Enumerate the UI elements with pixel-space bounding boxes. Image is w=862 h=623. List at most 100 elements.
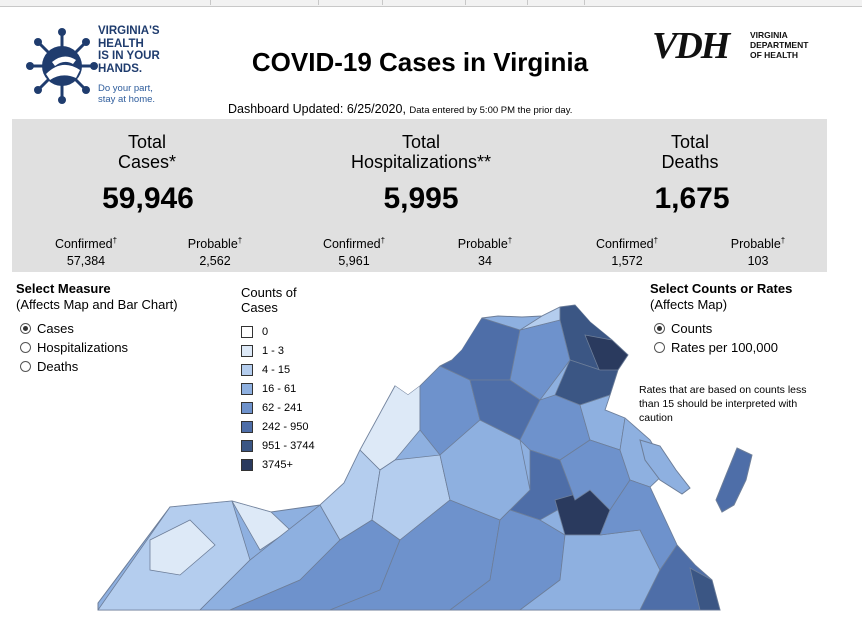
kpi-title-cases: Total Cases* [87, 132, 207, 172]
legend-swatch [241, 325, 253, 338]
probable-label: Probable† [170, 236, 260, 251]
kpi-value-cases: 59,946 [102, 182, 194, 215]
probable-value: 2,562 [199, 254, 231, 268]
legend-label: 16 - 61 [262, 382, 297, 395]
vdh-logo-text: VIRGINIA DEPARTMENT OF HEALTH [750, 30, 808, 60]
legend-item: 16 - 61 [241, 379, 315, 398]
tagline-line: stay at home. [98, 93, 156, 105]
dagger-mark: † [237, 236, 243, 245]
updated-note: Data entered by 5:00 PM the prior day. [409, 105, 573, 116]
legend-item: 1 - 3 [241, 341, 315, 360]
logo-line: HANDS. [98, 62, 143, 75]
confirmed-label: Confirmed† [36, 236, 136, 251]
kpi-title-line: Hospitalizations** [350, 152, 492, 172]
tab[interactable] [527, 0, 528, 5]
vdh-line: OF HEALTH [750, 50, 799, 60]
option-label: Deaths [37, 358, 79, 374]
option-label: Cases [37, 320, 74, 336]
radio-icon[interactable] [654, 342, 665, 353]
kpi-title-hospitalizations: Total Hospitalizations** [330, 132, 512, 172]
vdh-line: DEPARTMENT [750, 40, 809, 50]
legend-item: 62 - 241 [241, 398, 315, 417]
eastern-shore[interactable] [715, 447, 753, 513]
confirmed-value: 57,384 [66, 254, 106, 268]
legend-item: 3745+ [241, 455, 315, 474]
probable-value: 34 [478, 254, 492, 268]
rates-caution-note: Rates that are based on counts less than… [639, 384, 807, 424]
logo-line: IS IN YOUR [98, 50, 160, 62]
legend-swatch [241, 401, 253, 414]
radio-icon[interactable] [20, 361, 31, 372]
tab[interactable] [584, 0, 585, 5]
tab[interactable] [210, 0, 211, 5]
county-region[interactable] [584, 334, 629, 373]
dagger-mark: † [780, 236, 786, 245]
label-text: Confirmed [322, 237, 381, 252]
confirmed-value: 5,961 [338, 254, 370, 268]
measure-option-hospitalizations[interactable]: Hospitalizations [20, 338, 178, 357]
label-text: Probable [457, 237, 508, 252]
county-region[interactable] [439, 317, 521, 381]
dagger-mark: † [507, 236, 513, 245]
kpi-value-hospitalizations: 5,995 [383, 182, 459, 215]
legend-label: 1 - 3 [262, 344, 285, 357]
legend-title-line: Counts of [241, 285, 297, 300]
legend-label: 0 [262, 325, 269, 338]
kpi-title-line: Total [127, 132, 167, 152]
kpi-value-deaths: 1,675 [654, 182, 730, 215]
dagger-mark: † [653, 236, 659, 245]
radio-icon[interactable] [20, 342, 31, 353]
counts-subtitle: (Affects Map) [650, 297, 728, 312]
option-counts[interactable]: Counts [654, 319, 792, 338]
county-region[interactable] [149, 519, 216, 576]
measure-title: Select Measure [16, 281, 111, 296]
vdh-logo: VDH [652, 25, 730, 67]
virus-hands-logo-icon [26, 28, 98, 104]
legend-label: 242 - 950 [262, 420, 309, 433]
select-measure: Select Measure (Affects Map and Bar Char… [16, 281, 178, 376]
legend-title-line: Cases [241, 300, 278, 315]
county-region[interactable] [689, 567, 720, 610]
measure-option-cases[interactable]: Cases [20, 319, 178, 338]
radio-selected-icon[interactable] [20, 323, 31, 334]
probable-label: Probable† [440, 236, 530, 251]
logo-text: VIRGINIA'S HEALTH IS IN YOUR HANDS. [98, 25, 160, 75]
label-text: Probable [187, 237, 238, 252]
legend-swatch [241, 344, 253, 357]
legend-item: 951 - 3744 [241, 436, 315, 455]
legend-swatch [241, 363, 253, 376]
confirmed-label: Confirmed† [304, 236, 404, 251]
vdh-line: VIRGINIA [750, 30, 788, 40]
legend-swatch [241, 458, 253, 471]
kpi-title-line: Cases* [117, 152, 177, 172]
dagger-mark: † [380, 236, 386, 245]
tab-strip [0, 0, 862, 7]
dashboard-updated: Dashboard Updated: 6/25/2020, Data enter… [228, 102, 572, 116]
tab[interactable] [382, 0, 383, 5]
legend-item: 0 [241, 322, 315, 341]
tab[interactable] [465, 0, 466, 5]
kpi-title-line: Total [670, 132, 710, 152]
dagger-mark: † [112, 236, 118, 245]
tab[interactable] [318, 0, 319, 5]
legend-swatch [241, 382, 253, 395]
option-label: Hospitalizations [37, 339, 129, 355]
legend-label: 951 - 3744 [262, 439, 315, 452]
option-rates[interactable]: Rates per 100,000 [654, 338, 792, 357]
legend-label: 3745+ [262, 458, 293, 471]
radio-selected-icon[interactable] [654, 323, 665, 334]
label-text: Probable [730, 237, 781, 252]
summary-panel [12, 119, 827, 272]
counts-title: Select Counts or Rates [650, 281, 793, 296]
legend-label: 4 - 15 [262, 363, 291, 376]
legend-swatch [241, 420, 253, 433]
legend-item: 4 - 15 [241, 360, 315, 379]
label-text: Confirmed [54, 237, 113, 252]
measure-option-deaths[interactable]: Deaths [20, 357, 178, 376]
legend-title: Counts of Cases [241, 285, 315, 315]
northern-neck[interactable] [639, 439, 691, 495]
legend-label: 62 - 241 [262, 401, 303, 414]
legend-item: 242 - 950 [241, 417, 315, 436]
select-counts-rates: Select Counts or Rates (Affects Map) Cou… [650, 281, 792, 357]
